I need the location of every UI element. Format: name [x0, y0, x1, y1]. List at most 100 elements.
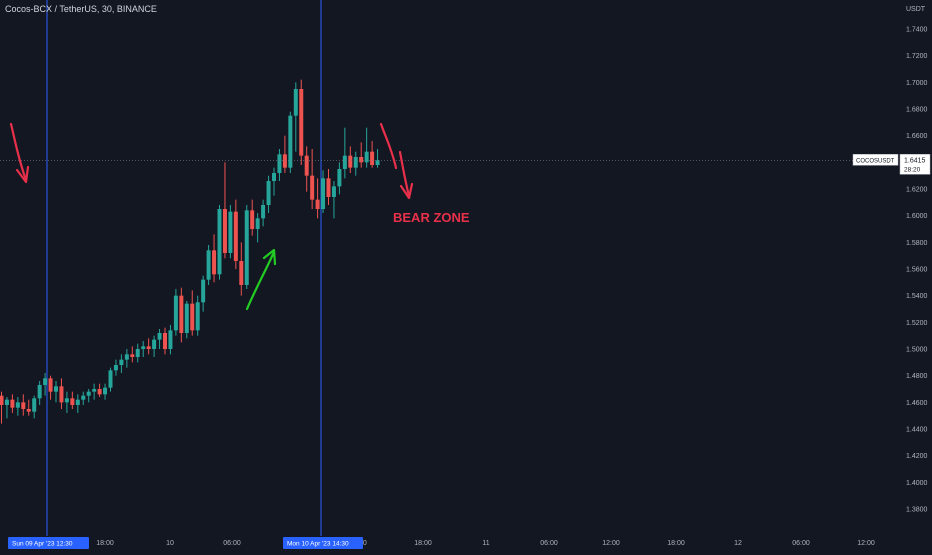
red-down-arrow-left[interactable] [9, 122, 30, 184]
candle [375, 149, 380, 168]
candle-body [152, 339, 157, 349]
candle-body [59, 386, 64, 403]
price-tick-label: 1.5800 [906, 240, 928, 247]
candle-body [233, 211, 238, 261]
price-tick-label: 1.4400 [906, 427, 928, 434]
candle [86, 389, 91, 403]
candle [326, 169, 331, 205]
candle [10, 394, 15, 413]
symbol-badge-text: COCOSUSDT [856, 159, 895, 165]
price-tick-label: 1.6000 [906, 213, 928, 220]
price-tick-label: 1.5200 [906, 320, 928, 327]
candle-body [277, 154, 282, 173]
candle [282, 135, 287, 173]
time-marker-label-2[interactable]: Mon 10 Apr '23 14:30 [283, 537, 363, 549]
candle [315, 178, 320, 219]
candle-body [239, 261, 244, 285]
candle-body [157, 333, 162, 340]
candle [59, 378, 64, 409]
candle [184, 301, 189, 339]
candle-body [75, 399, 80, 405]
candle [70, 391, 75, 409]
candle-body [293, 89, 298, 116]
candle [195, 295, 200, 336]
candle-body [15, 402, 20, 408]
candle [48, 375, 53, 400]
candle-body [173, 295, 178, 331]
time-axis[interactable] [0, 536, 932, 550]
candle [168, 325, 173, 355]
candle-body [184, 303, 189, 333]
green-up-arrow[interactable] [245, 248, 277, 311]
candle [222, 162, 227, 259]
candle [141, 341, 146, 357]
candle-body [337, 169, 342, 187]
time-marker-label-1[interactable]: Sun 09 Apr '23 12:30 [8, 537, 89, 549]
price-tick-label: 1.4200 [906, 453, 928, 460]
candle [15, 397, 20, 416]
candle [37, 381, 42, 405]
candle-body [146, 346, 151, 349]
candle-body [348, 155, 353, 168]
red-down-arrow-left-shaft [9, 122, 28, 182]
time-tick-label: 11 [482, 540, 489, 547]
candle [163, 327, 167, 355]
candle [81, 391, 86, 405]
candle-body [81, 395, 86, 400]
candle [179, 287, 184, 343]
candle [75, 394, 80, 413]
candle-body [272, 173, 276, 181]
candle-body [201, 279, 206, 303]
price-axis[interactable] [900, 0, 932, 550]
candle [108, 367, 113, 392]
candle-body [97, 389, 102, 395]
candle [359, 142, 364, 168]
green-up-arrow-head [262, 248, 277, 266]
price-tick-label: 1.7200 [906, 53, 928, 60]
candle-body [299, 89, 304, 156]
price-tick-label: 1.4000 [906, 480, 928, 487]
price-tick-label: 1.5600 [906, 267, 928, 274]
time-tick-label: 06:00 [223, 540, 241, 547]
candle [239, 242, 244, 296]
candle [212, 234, 217, 283]
candle [64, 391, 69, 413]
candle-body [304, 155, 309, 176]
candle-body [141, 346, 146, 349]
symbol-title: Cocos-BCX / TetherUS, 30, BINANCE [5, 4, 157, 14]
candle-body [326, 178, 331, 197]
time-marker-text: Sun 09 Apr '23 12:30 [12, 541, 73, 548]
candle [233, 199, 238, 269]
candle [304, 146, 309, 192]
candle-body [212, 250, 217, 275]
candle [92, 383, 97, 400]
candle-body [119, 359, 124, 365]
candle-body [130, 354, 135, 357]
candle-body [217, 209, 222, 275]
candle [152, 335, 157, 357]
candle-body [288, 115, 293, 168]
candle-body [4, 399, 9, 405]
candle-body [250, 210, 255, 229]
candle [353, 151, 358, 176]
time-marker-box [283, 537, 363, 549]
candle-body [353, 157, 358, 168]
candle [310, 149, 315, 209]
candle-body [282, 154, 287, 168]
candle [103, 383, 108, 400]
candle-body [163, 333, 167, 349]
candle-body [43, 378, 48, 385]
red-down-arrow-right-head [399, 182, 414, 200]
candle-body [255, 218, 260, 229]
candle-body [0, 395, 4, 405]
annotation-text-1[interactable]: BEAR ZONE [393, 210, 470, 225]
red-down-arrow-right[interactable] [398, 150, 414, 200]
price-tick-label: 1.4600 [906, 400, 928, 407]
candle-body [206, 250, 211, 280]
red-tick-stroke[interactable] [379, 122, 398, 170]
candle-body [342, 155, 347, 169]
